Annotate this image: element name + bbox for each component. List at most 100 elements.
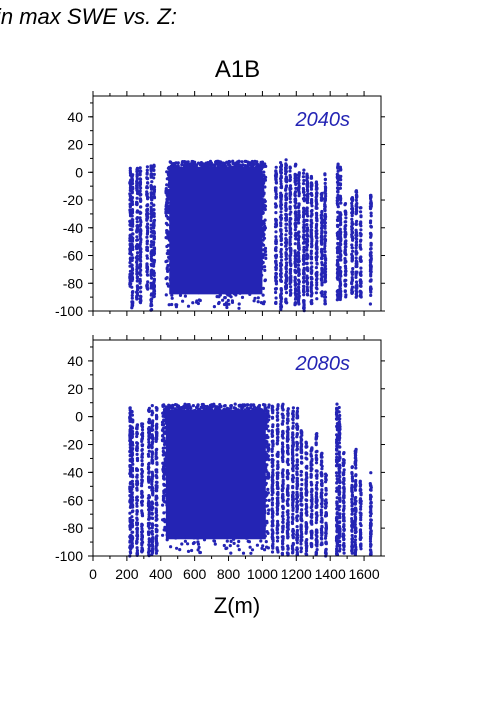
data-point (285, 247, 289, 251)
data-point (315, 245, 319, 249)
data-point (289, 187, 293, 191)
data-point (128, 166, 132, 170)
data-point (314, 291, 318, 295)
data-point (146, 207, 150, 211)
data-point (305, 210, 309, 214)
data-point (309, 294, 313, 298)
data-point (338, 186, 342, 190)
data-point (135, 238, 139, 242)
data-point (315, 297, 319, 301)
data-point (351, 237, 355, 241)
data-point (131, 220, 135, 224)
data-point (323, 220, 327, 224)
data-point (279, 272, 283, 276)
data-point (274, 272, 278, 276)
data-point (149, 302, 153, 307)
data-point (297, 171, 301, 175)
data-point (139, 237, 143, 241)
data-point (164, 260, 168, 264)
data-point (359, 238, 363, 242)
data-point (145, 165, 149, 169)
data-point (323, 256, 327, 261)
data-point (305, 282, 309, 286)
data-point (259, 160, 263, 164)
data-point (284, 285, 289, 289)
data-point (293, 242, 297, 246)
data-point (152, 277, 156, 281)
data-point (301, 186, 305, 191)
data-point (244, 164, 248, 168)
data-point (152, 250, 156, 254)
data-point (297, 280, 301, 284)
data-point (320, 229, 324, 233)
data-point (315, 229, 319, 233)
data-point (293, 174, 297, 178)
data-point (145, 232, 149, 236)
data-point (164, 277, 168, 281)
data-point (289, 285, 293, 289)
data-point (174, 303, 178, 307)
data-point (305, 276, 309, 280)
data-point (296, 238, 301, 242)
data-point (350, 230, 354, 234)
data-point (320, 263, 324, 267)
data-point (135, 260, 139, 264)
data-point (343, 240, 348, 244)
data-point (227, 163, 231, 167)
data-point (305, 223, 309, 227)
data-point (284, 197, 289, 202)
data-point (310, 197, 314, 202)
data-point (284, 185, 288, 189)
data-point (135, 246, 139, 250)
data-point (323, 295, 327, 299)
data-point (138, 166, 142, 170)
data-point (314, 252, 318, 256)
data-point (288, 226, 292, 230)
data-point (279, 161, 283, 165)
data-point (274, 177, 278, 181)
data-point (165, 244, 169, 249)
data-point (146, 267, 150, 271)
panel-label: 2040s (295, 109, 351, 131)
data-point (358, 273, 363, 277)
data-point (343, 245, 347, 249)
data-point (302, 272, 306, 276)
data-point (138, 182, 142, 186)
data-point (339, 238, 343, 242)
data-point (320, 256, 324, 260)
data-point (302, 193, 306, 197)
data-point (368, 279, 372, 283)
data-point (149, 205, 153, 209)
data-point (309, 282, 314, 286)
data-point (130, 228, 134, 232)
data-point (297, 295, 301, 300)
data-point (354, 271, 358, 276)
data-point (289, 210, 293, 214)
chart-title: A1B (214, 56, 261, 83)
data-point (238, 163, 242, 168)
data-point (339, 289, 343, 293)
data-point (221, 298, 225, 302)
data-point (302, 210, 306, 214)
data-point (135, 272, 139, 276)
data-point (274, 275, 278, 279)
data-point (338, 234, 342, 239)
data-point (250, 163, 254, 167)
data-point (350, 197, 354, 201)
data-point (354, 256, 358, 260)
data-point (354, 222, 358, 226)
data-point (237, 302, 241, 306)
data-point (350, 285, 354, 289)
data-point (355, 251, 359, 255)
data-point (302, 213, 306, 217)
data-point (263, 247, 267, 251)
data-point (302, 226, 306, 230)
data-point (146, 222, 150, 226)
data-point (288, 178, 292, 182)
data-point (220, 161, 225, 165)
data-point (294, 218, 298, 222)
data-point (323, 237, 327, 241)
data-point (314, 286, 318, 290)
data-point (297, 202, 301, 206)
data-point (310, 228, 314, 232)
